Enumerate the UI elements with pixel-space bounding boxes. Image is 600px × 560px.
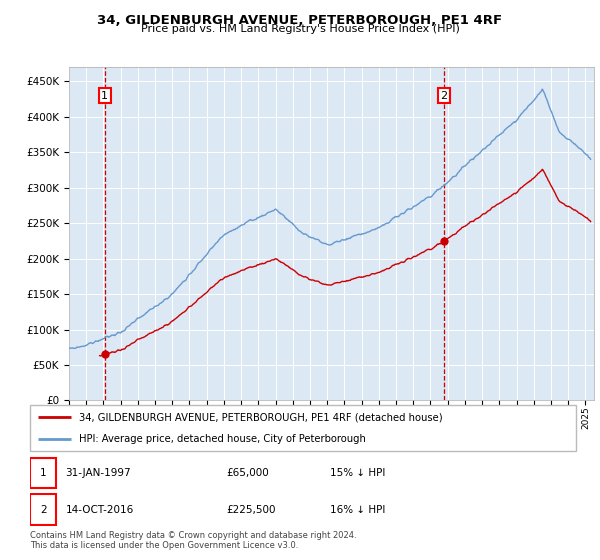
Text: 2: 2 xyxy=(440,91,448,101)
Text: 14-OCT-2016: 14-OCT-2016 xyxy=(65,505,134,515)
FancyBboxPatch shape xyxy=(30,458,56,488)
Text: 16% ↓ HPI: 16% ↓ HPI xyxy=(331,505,386,515)
FancyBboxPatch shape xyxy=(30,405,576,451)
FancyBboxPatch shape xyxy=(30,494,56,525)
Text: £65,000: £65,000 xyxy=(227,468,269,478)
Text: £225,500: £225,500 xyxy=(227,505,276,515)
Text: 15% ↓ HPI: 15% ↓ HPI xyxy=(331,468,386,478)
Text: 34, GILDENBURGH AVENUE, PETERBOROUGH, PE1 4RF (detached house): 34, GILDENBURGH AVENUE, PETERBOROUGH, PE… xyxy=(79,412,443,422)
Text: 2: 2 xyxy=(40,505,46,515)
Text: 34, GILDENBURGH AVENUE, PETERBOROUGH, PE1 4RF: 34, GILDENBURGH AVENUE, PETERBOROUGH, PE… xyxy=(97,14,503,27)
Text: Price paid vs. HM Land Registry's House Price Index (HPI): Price paid vs. HM Land Registry's House … xyxy=(140,24,460,34)
Text: 1: 1 xyxy=(40,468,46,478)
Text: 31-JAN-1997: 31-JAN-1997 xyxy=(65,468,131,478)
Text: HPI: Average price, detached house, City of Peterborough: HPI: Average price, detached house, City… xyxy=(79,435,366,444)
Text: Contains HM Land Registry data © Crown copyright and database right 2024.
This d: Contains HM Land Registry data © Crown c… xyxy=(30,531,356,550)
Text: 1: 1 xyxy=(101,91,109,101)
